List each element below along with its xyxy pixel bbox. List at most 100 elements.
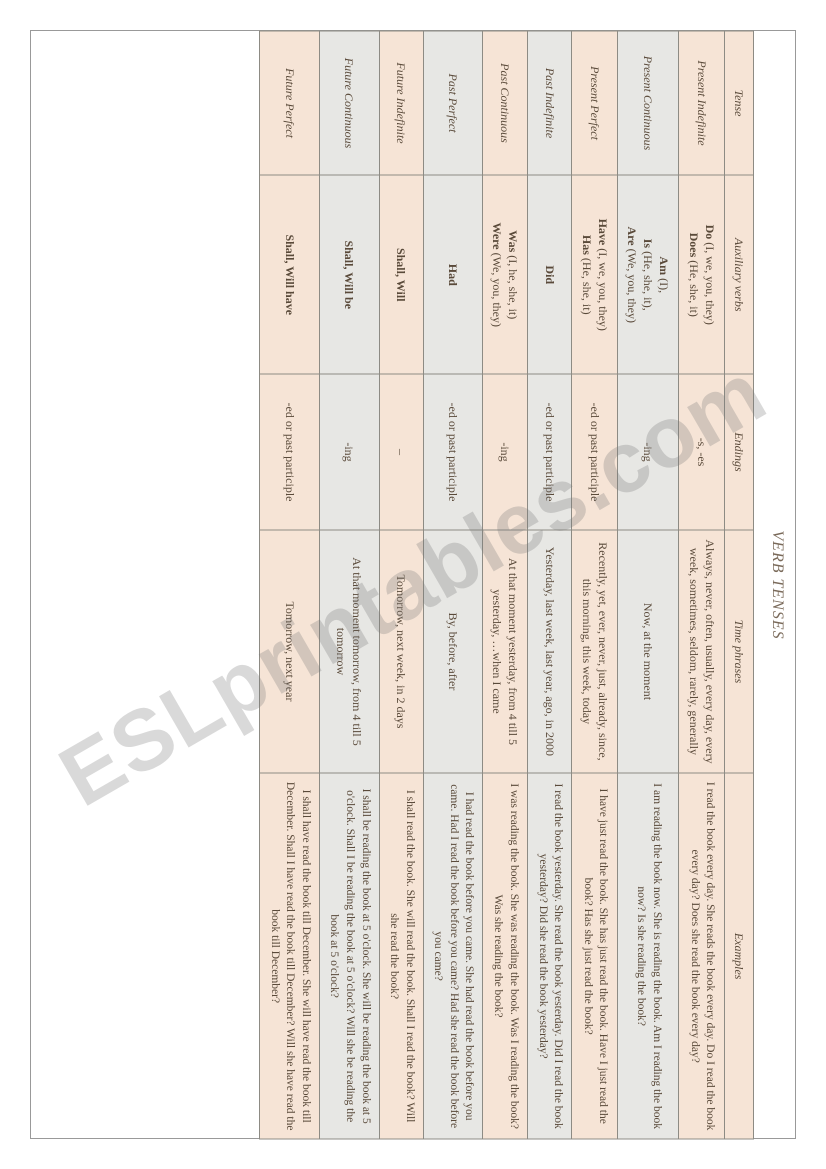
col-time: Time phrases	[724, 529, 753, 773]
aux-rest: (He, she, it)	[580, 254, 594, 314]
aux-cell: Was (I, he, she, it)Were (We, you, they)	[483, 175, 528, 374]
aux-line: Is (He, she, it),	[640, 183, 656, 365]
aux-cell: Did	[528, 175, 572, 374]
endings-cell: -ed or past participle	[260, 374, 320, 529]
aux-bold: Had	[446, 263, 460, 285]
endings-cell: –	[379, 374, 423, 529]
aux-bold: Did	[543, 265, 557, 284]
examples-cell: I shall be reading the book at 5 o'clock…	[319, 773, 379, 1139]
table-header-row: Tense Auxiliary verbs Endings Time phras…	[724, 31, 753, 1139]
aux-line: Does (He, she, it)	[685, 183, 701, 365]
aux-rest: (I, we, you, they)	[703, 239, 717, 325]
table-row: Past Perfect Had -ed or past participleBy,…	[423, 31, 483, 1139]
tense-cell: Present Perfect	[572, 31, 617, 175]
tense-cell: Future Perfect	[260, 31, 320, 175]
aux-cell: Shall, Will	[379, 175, 423, 374]
examples-cell: I shall read the book. She will read the…	[379, 773, 423, 1139]
landscape-content: VERB TENSES Tense Auxiliary verbs Ending…	[30, 30, 796, 1139]
aux-cell: Had	[423, 175, 483, 374]
aux-bold: Was	[506, 230, 520, 252]
aux-rest: (He, she, it)	[687, 257, 701, 317]
examples-cell: I shall have read the book till December…	[260, 773, 320, 1139]
aux-line: Were (We, you, they)	[489, 183, 505, 365]
aux-line: Shall, Will have	[282, 183, 298, 365]
time-cell: Tomorrow, next week, in 2 days	[379, 529, 423, 773]
aux-bold: Do	[703, 224, 717, 239]
aux-line: Has (He, she, it)	[579, 183, 595, 365]
time-cell: At that moment yesterday, from 4 till 5 …	[483, 529, 528, 773]
aux-line: Am (I),	[656, 183, 672, 365]
endings-cell: -ing	[319, 374, 379, 529]
tenses-table: Tense Auxiliary verbs Endings Time phras…	[259, 30, 754, 1139]
tense-cell: Past Continuous	[483, 31, 528, 175]
aux-line: Did	[542, 183, 558, 365]
time-cell: At that moment tomorrow, from 4 till 5 t…	[319, 529, 379, 773]
endings-cell: -ing	[483, 374, 528, 529]
tense-cell: Future Continuous	[319, 31, 379, 175]
time-cell: By, before, after	[423, 529, 483, 773]
aux-line: Are (We, you, they)	[624, 183, 640, 365]
aux-bold: Does	[687, 232, 701, 257]
aux-rest: (We, you, they)	[625, 245, 639, 322]
examples-cell: I had read the book before you came. She…	[423, 773, 483, 1139]
aux-cell: Am (I), Is (He, she, it), Are (We, you, …	[617, 175, 679, 374]
table-row: Present PerfectHave (I, we, you, they)Ha…	[572, 31, 617, 1139]
aux-bold: Have	[596, 218, 610, 245]
time-cell: Recently, yet, ever, never, just, alread…	[572, 529, 617, 773]
col-examples: Examples	[724, 773, 753, 1139]
table-row: Past ContinuousWas (I, he, she, it)Were …	[483, 31, 528, 1139]
aux-line: Have (I, we, you, they)	[595, 183, 611, 365]
table-row: Present ContinuousAm (I), Is (He, she, i…	[617, 31, 679, 1139]
aux-bold: Are	[625, 226, 639, 245]
aux-rest: (He, she, it),	[641, 248, 655, 311]
examples-cell: I have just read the book. She has just …	[572, 773, 617, 1139]
aux-bold: Shall, Will have	[283, 234, 297, 315]
tense-cell: Present Indefinite	[679, 31, 724, 175]
time-cell: Yesterday, last week, last year, ago, in…	[528, 529, 572, 773]
table-row: Future Perfect Shall, Will have -ed or pas…	[260, 31, 320, 1139]
aux-line: Do (I, we, you, they)	[702, 183, 718, 365]
aux-cell: Shall, Will be	[319, 175, 379, 374]
tense-cell: Past Perfect	[423, 31, 483, 175]
page-title: VERB TENSES	[768, 30, 786, 1139]
aux-cell: Shall, Will have	[260, 175, 320, 374]
endings-cell: -ing	[617, 374, 679, 529]
aux-cell: Have (I, we, you, they)Has (He, she, it)	[572, 175, 617, 374]
aux-line: Was (I, he, she, it)	[505, 183, 521, 365]
aux-line: Shall, Will be	[341, 183, 357, 365]
tense-cell: Future Indefinite	[379, 31, 423, 175]
time-cell: Now, at the moment	[617, 529, 679, 773]
endings-cell: -ed or past participle	[423, 374, 483, 529]
aux-bold: Is	[641, 238, 655, 247]
examples-cell: I was reading the book. She was reading …	[483, 773, 528, 1139]
aux-rest: (We, you, they)	[490, 249, 504, 326]
time-cell: Tomorrow, next year	[260, 529, 320, 773]
table-body: Present IndefiniteDo (I, we, you, they)D…	[260, 31, 724, 1139]
endings-cell: -s, -es	[679, 374, 724, 529]
aux-rest: (I, we, you, they)	[596, 245, 610, 331]
aux-bold: Were	[490, 222, 504, 249]
aux-bold: Shall, Will be	[342, 240, 356, 309]
aux-line: Shall, Will	[393, 183, 409, 365]
table-row: Future Continuous Shall, Will be -ingAt th…	[319, 31, 379, 1139]
col-endings: Endings	[724, 374, 753, 529]
tense-cell: Past Indefinite	[528, 31, 572, 175]
endings-cell: -ed or past participle	[528, 374, 572, 529]
table-row: Present IndefiniteDo (I, we, you, they)D…	[679, 31, 724, 1139]
aux-line: Had	[445, 183, 461, 365]
table-row: Future Indefinite Shall, Will –Tomorrow, n…	[379, 31, 423, 1139]
aux-bold: Has	[580, 234, 594, 254]
time-cell: Always, never, often, usually, every day…	[679, 529, 724, 773]
endings-cell: -ed or past participle	[572, 374, 617, 529]
table-row: Past Indefinite Did -ed or past participle…	[528, 31, 572, 1139]
aux-rest: (I),	[657, 275, 671, 293]
aux-bold: Am	[657, 256, 671, 275]
aux-bold: Shall, Will	[394, 247, 408, 301]
examples-cell: I read the book every day. She reads the…	[679, 773, 724, 1139]
aux-rest: (I, he, she, it)	[506, 252, 520, 319]
page-frame: VERB TENSES Tense Auxiliary verbs Ending…	[30, 30, 796, 1139]
examples-cell: I am reading the book now. She is readin…	[617, 773, 679, 1139]
aux-cell: Do (I, we, you, they)Does (He, she, it)	[679, 175, 724, 374]
col-tense: Tense	[724, 31, 753, 175]
examples-cell: I read the book yesterday. She read the …	[528, 773, 572, 1139]
